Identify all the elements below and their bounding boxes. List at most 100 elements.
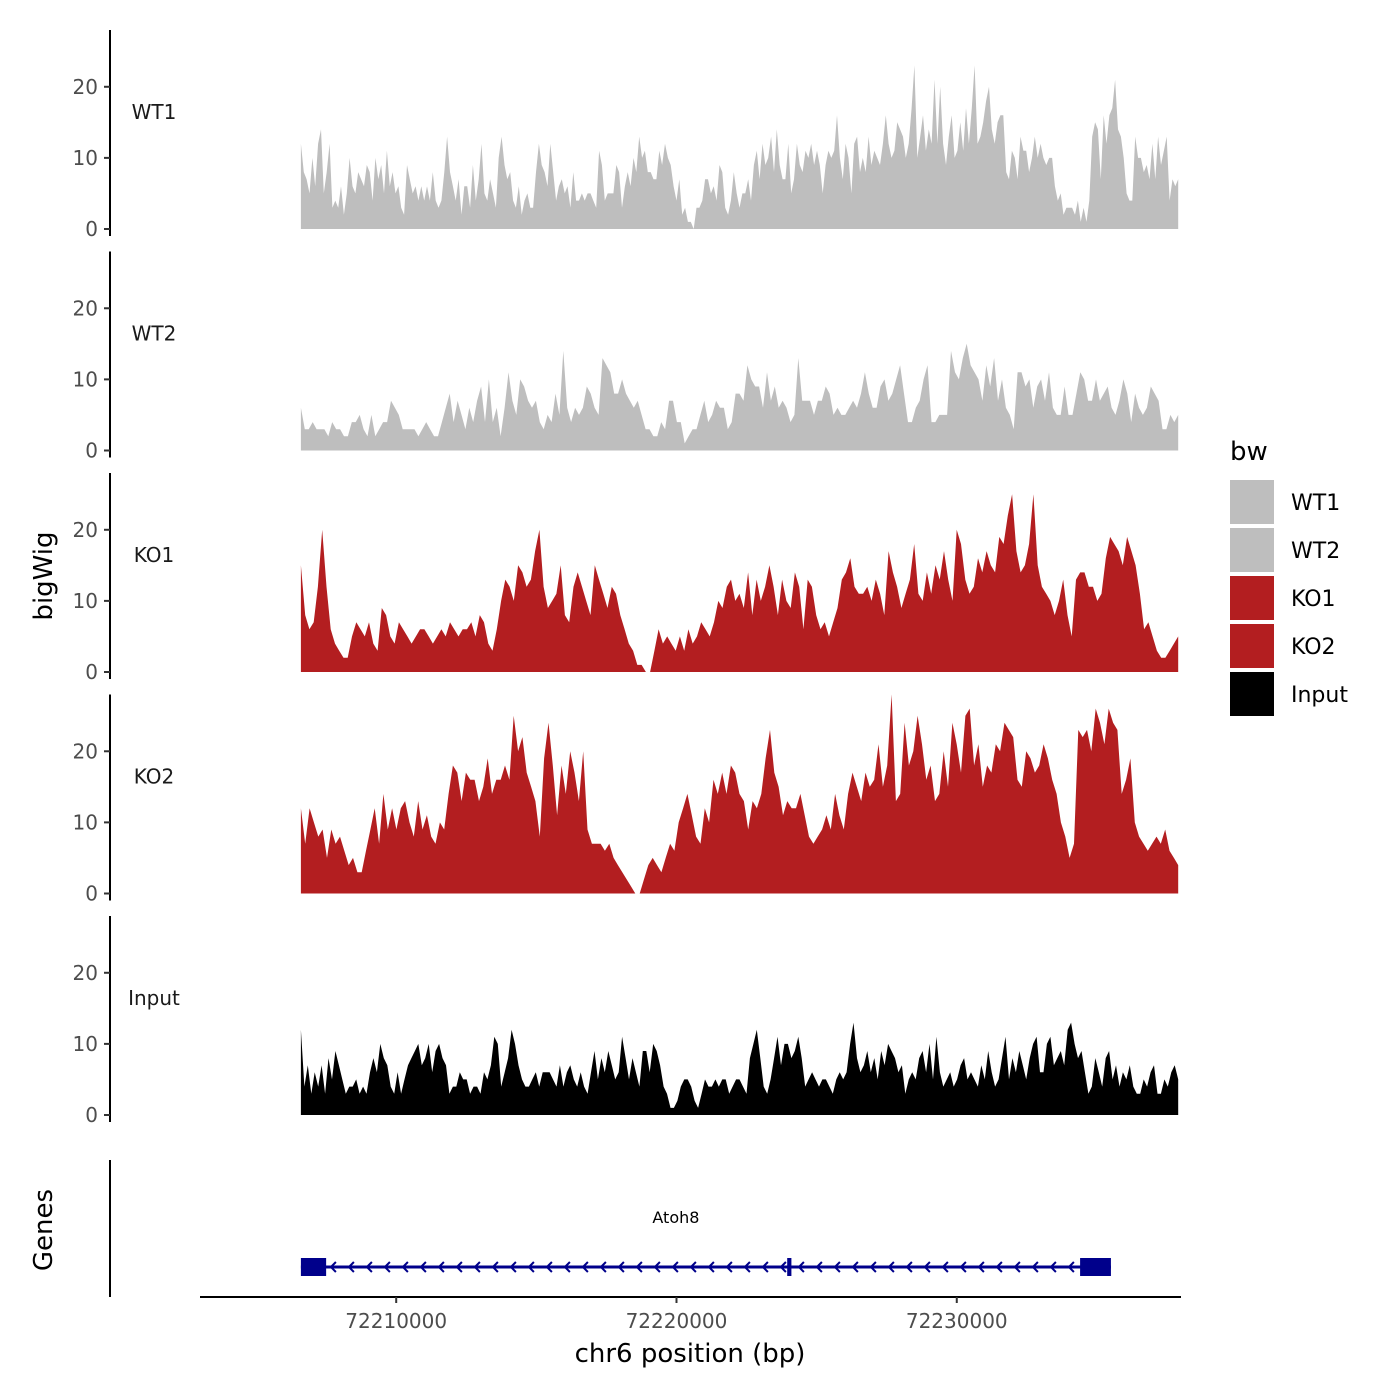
track-wt2: 0 10 20 WT2 (73, 251, 1179, 463)
strand-arrow (941, 1261, 949, 1273)
y-tick-label: 20 (73, 739, 98, 763)
strand-arrow (509, 1261, 517, 1273)
track-input: 0 10 20 Input (73, 916, 1179, 1127)
track-label: Input (128, 986, 180, 1010)
strand-arrow (833, 1261, 841, 1273)
strand-arrow (797, 1261, 805, 1273)
track-ko1: 0 10 20 KO1 (73, 473, 1179, 684)
strand-arrow (725, 1261, 733, 1273)
strand-arrow (743, 1261, 751, 1273)
strand-arrow (995, 1261, 1003, 1273)
legend-key-ko2 (1230, 624, 1274, 668)
signal-area-wt1 (300, 65, 1179, 230)
strand-arrow (851, 1261, 859, 1273)
y-tick-label: 0 (85, 660, 98, 684)
strand-arrow (1013, 1261, 1021, 1273)
track-label: KO1 (134, 543, 175, 567)
strand-arrow (1031, 1261, 1039, 1273)
x-axis: 72210000 72220000 72230000 chr6 position (… (200, 1296, 1181, 1369)
strand-arrow (437, 1261, 445, 1273)
strand-arrow (545, 1261, 553, 1273)
gene-exon (787, 1258, 792, 1276)
strand-arrow (887, 1261, 895, 1273)
x-tick-label: 72230000 (906, 1309, 1008, 1333)
strand-arrow (761, 1261, 769, 1273)
y-axis-title: bigWig (29, 531, 59, 620)
x-axis-title: chr6 position (bp) (575, 1339, 806, 1369)
strand-arrow (617, 1261, 625, 1273)
legend-key-input (1230, 672, 1274, 716)
x-ticks: 72210000 72220000 72230000 (345, 1297, 1008, 1333)
track-label: WT1 (132, 100, 177, 124)
strand-arrow (707, 1261, 715, 1273)
track-label: KO2 (134, 764, 175, 788)
strand-arrow (1067, 1261, 1075, 1273)
legend-label: Input (1291, 683, 1348, 708)
strand-arrow (491, 1261, 499, 1273)
y-tick-label: 0 (85, 882, 98, 906)
track-label: WT2 (132, 321, 177, 345)
strand-arrow (563, 1261, 571, 1273)
strand-arrow (671, 1261, 679, 1273)
strand-arrow (383, 1261, 391, 1273)
strand-arrow (635, 1261, 643, 1273)
strand-arrow (1049, 1261, 1057, 1273)
strand-arrow (527, 1261, 535, 1273)
legend-key-wt1 (1230, 480, 1274, 524)
y-tick-label: 0 (85, 217, 98, 241)
strand-arrow (779, 1261, 787, 1273)
y-tick-label: 0 (85, 1103, 98, 1127)
legend-key-wt2 (1230, 528, 1274, 572)
strand-arrow (347, 1261, 355, 1273)
x-tick-label: 72220000 (626, 1309, 728, 1333)
y-tick-label: 0 (85, 439, 98, 463)
signal-area-ko2 (300, 694, 1179, 894)
y-tick-label: 20 (73, 75, 98, 99)
strand-arrow (473, 1261, 481, 1273)
strand-arrow (653, 1261, 661, 1273)
y-tick-label: 10 (73, 810, 98, 834)
legend-items: WT1 WT2 KO1 KO2 Input (1230, 480, 1348, 716)
track-ko2: 0 10 20 KO2 (73, 694, 1179, 906)
genes-track-label: Genes (29, 1189, 59, 1271)
strand-arrow (455, 1261, 463, 1273)
tracks: 0 10 20 WT1 0 10 20 WT2 0 10 20 KO1 0 10 20 KO2 0 10 20 Inp… (73, 30, 1179, 1127)
strand-arrow (581, 1261, 589, 1273)
signal-area-wt2 (300, 343, 1179, 451)
strand-arrow (365, 1261, 373, 1273)
x-tick-label: 72210000 (345, 1309, 447, 1333)
gene-exon (300, 1258, 327, 1276)
legend-label: KO1 (1291, 587, 1336, 612)
strand-arrow (599, 1261, 607, 1273)
signal-area-ko1 (300, 494, 1179, 672)
y-tick-label: 10 (73, 367, 98, 391)
legend-key-ko1 (1230, 576, 1274, 620)
legend-label: WT2 (1291, 539, 1340, 564)
y-tick-label: 10 (73, 146, 98, 170)
y-tick-label: 20 (73, 961, 98, 985)
y-tick-label: 10 (73, 1032, 98, 1056)
gene-exon (1080, 1258, 1111, 1276)
strand-arrow (401, 1261, 409, 1273)
strand-arrow (815, 1261, 823, 1273)
strand-arrow (959, 1261, 967, 1273)
legend-label: WT1 (1291, 491, 1340, 516)
strand-arrow (905, 1261, 913, 1273)
strand-arrow (689, 1261, 697, 1273)
y-tick-label: 20 (73, 296, 98, 320)
strand-arrow (419, 1261, 427, 1273)
strand-arrow (923, 1261, 931, 1273)
track-wt1: 0 10 20 WT1 (73, 30, 1179, 241)
strand-arrow (977, 1261, 985, 1273)
legend-label: KO2 (1291, 635, 1336, 660)
y-tick-label: 10 (73, 589, 98, 613)
strand-arrow (869, 1261, 877, 1273)
strand-arrow (329, 1261, 337, 1273)
legend: bw WT1 WT2 KO1 KO2 Input (1230, 437, 1348, 716)
signal-area-input (300, 1022, 1179, 1115)
legend-title: bw (1230, 437, 1268, 467)
y-tick-label: 20 (73, 518, 98, 542)
gene-marks: Atoh8 (300, 1208, 1111, 1276)
genes-panel: Genes Atoh8 (29, 1160, 1111, 1297)
